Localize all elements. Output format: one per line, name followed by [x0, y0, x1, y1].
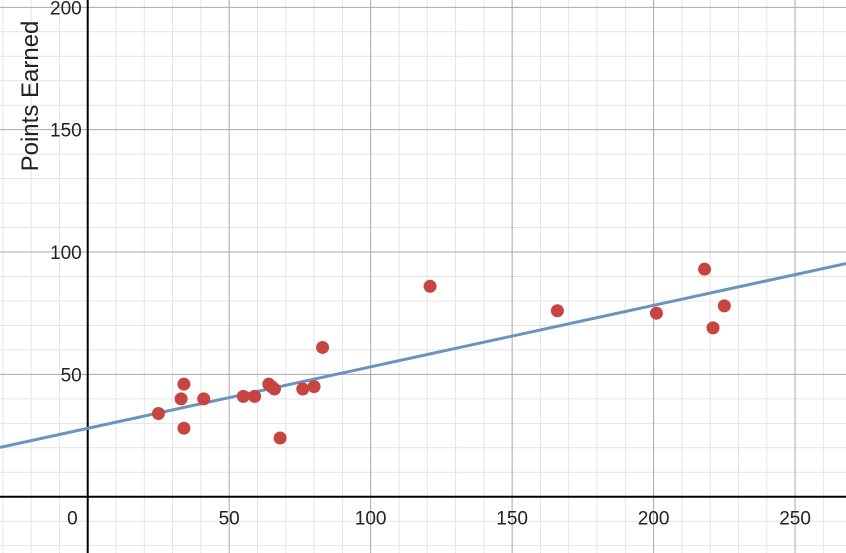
data-point	[307, 380, 321, 394]
data-point	[174, 392, 188, 406]
data-point	[698, 262, 712, 276]
data-point	[296, 382, 310, 396]
x-tick-label: 100	[355, 509, 387, 530]
regression-line	[0, 262, 846, 449]
data-point	[649, 306, 663, 320]
data-marks	[0, 262, 846, 449]
x-tick-label: 50	[219, 509, 240, 530]
y-tick-label: 150	[50, 121, 82, 142]
x-tick-label: 200	[638, 509, 670, 530]
data-point	[177, 377, 191, 391]
data-point	[197, 392, 211, 406]
data-point	[706, 321, 720, 335]
data-point	[316, 340, 330, 354]
y-tick-label: 200	[50, 0, 82, 19]
data-point	[550, 304, 564, 318]
x-tick-label: 250	[779, 509, 811, 530]
data-point	[151, 407, 165, 421]
data-point	[267, 382, 281, 396]
data-point	[717, 299, 731, 313]
x-tick-label: 0	[67, 509, 78, 530]
data-point	[236, 389, 250, 403]
tick-labels: 0 50 100 150 200 250 50 100 150 200	[50, 0, 811, 530]
data-point	[248, 389, 262, 403]
y-tick-label: 100	[50, 243, 82, 264]
data-point	[423, 279, 437, 293]
y-axis-title: Points Earned	[17, 21, 44, 172]
y-tick-label: 50	[61, 365, 82, 386]
data-point	[273, 431, 287, 445]
x-tick-label: 150	[496, 509, 528, 530]
data-point	[177, 421, 191, 435]
